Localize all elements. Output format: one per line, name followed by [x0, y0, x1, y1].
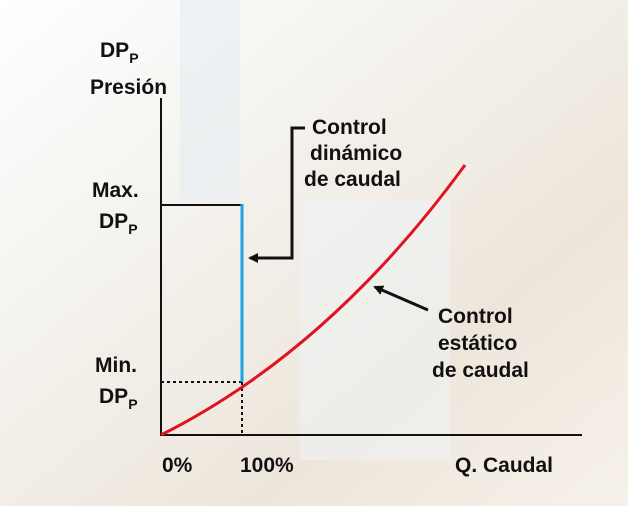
diagram: DPP Presión Max. DPP Min. DPP 0% 100% Q.…: [0, 0, 628, 506]
x-label: 0%: [162, 454, 193, 477]
min-label: Min.: [95, 354, 137, 377]
background-shape: [300, 200, 450, 460]
x-label: 100%: [240, 454, 294, 477]
dynamic-note: dinámico: [310, 142, 402, 165]
static-note: de caudal: [432, 359, 529, 382]
static-note: estático: [438, 332, 517, 355]
dynamic-note: Control: [312, 116, 387, 139]
static-note: Control: [438, 305, 513, 328]
y-axis-title: Presión: [90, 76, 167, 99]
dynamic-note: de caudal: [304, 168, 401, 191]
max-label: Max.: [92, 179, 139, 202]
background-shape: [180, 0, 240, 200]
x-axis-title: Q. Caudal: [455, 454, 553, 477]
